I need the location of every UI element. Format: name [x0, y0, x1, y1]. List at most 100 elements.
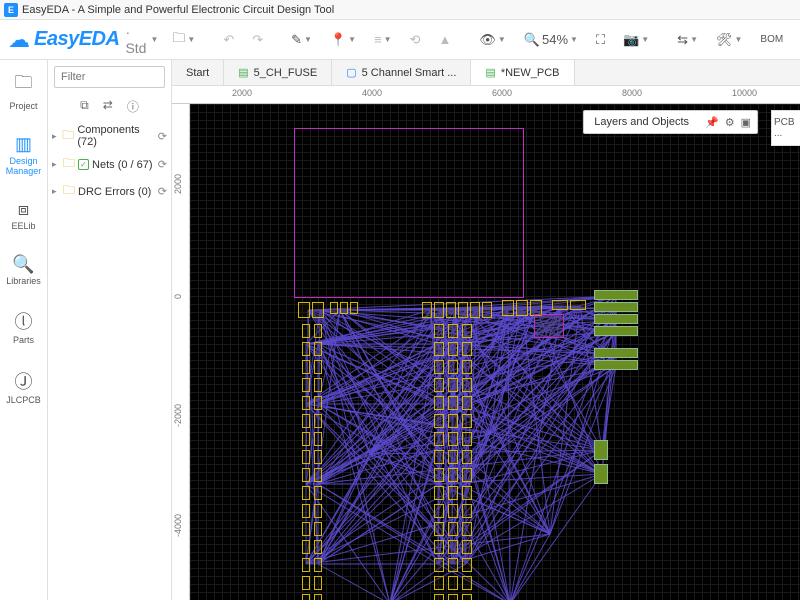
component[interactable]	[462, 504, 472, 518]
component[interactable]	[462, 468, 472, 482]
component[interactable]	[302, 522, 310, 536]
component[interactable]	[462, 324, 472, 338]
component[interactable]	[434, 324, 444, 338]
component[interactable]	[448, 432, 458, 446]
view-icon[interactable]: 👁▼	[475, 30, 509, 50]
component[interactable]	[434, 302, 444, 318]
copy-icon[interactable]: ⧉	[80, 98, 89, 115]
rail-item-parts[interactable]: ⓛParts	[0, 304, 47, 350]
component[interactable]	[314, 432, 322, 446]
component[interactable]	[448, 360, 458, 374]
component[interactable]	[314, 360, 322, 374]
component[interactable]	[448, 594, 458, 600]
pin-icon[interactable]: 📌	[705, 116, 719, 129]
rail-item-project[interactable]: 🗀Project	[0, 66, 47, 116]
refresh-icon[interactable]: ⟳	[158, 185, 167, 198]
component[interactable]	[448, 378, 458, 392]
component[interactable]	[434, 468, 444, 482]
component[interactable]	[458, 302, 468, 318]
zoom-icon[interactable]: 🔍 54%▼	[520, 30, 582, 50]
tree-row[interactable]: ▸ 🗀 Components (72) ⟳	[52, 121, 167, 151]
component[interactable]	[462, 522, 472, 536]
tab[interactable]: ▤5_CH_FUSE	[224, 60, 332, 85]
component[interactable]	[462, 360, 472, 374]
component[interactable]	[302, 558, 310, 572]
component[interactable]	[594, 440, 608, 460]
component[interactable]	[462, 378, 472, 392]
component[interactable]	[434, 594, 444, 600]
rotate-icon[interactable]: ⟲	[406, 30, 425, 50]
component[interactable]	[448, 396, 458, 410]
component[interactable]	[314, 414, 322, 428]
component[interactable]	[448, 486, 458, 500]
tree-row[interactable]: ▸ 🗀 ✓ Nets (0 / 67) ⟳	[52, 151, 167, 178]
tab[interactable]: Start	[172, 60, 224, 85]
component[interactable]	[302, 324, 310, 338]
component[interactable]	[446, 302, 456, 318]
component[interactable]	[502, 300, 514, 316]
component[interactable]	[302, 342, 310, 356]
component[interactable]	[314, 378, 322, 392]
component[interactable]	[594, 314, 638, 324]
component[interactable]	[482, 302, 492, 318]
component[interactable]	[594, 326, 638, 336]
component[interactable]	[434, 558, 444, 572]
component[interactable]	[448, 342, 458, 356]
component[interactable]	[594, 464, 608, 484]
component[interactable]	[314, 396, 322, 410]
fit-screen-icon[interactable]: ⛶	[592, 30, 609, 50]
pencil-icon[interactable]: ✎▼	[287, 30, 316, 50]
component[interactable]	[434, 432, 444, 446]
component[interactable]	[470, 302, 480, 318]
component[interactable]	[448, 324, 458, 338]
component[interactable]	[462, 450, 472, 464]
component[interactable]	[302, 468, 310, 482]
expand-icon[interactable]: ▸	[52, 186, 60, 197]
wizard-icon[interactable]: ▲	[434, 30, 455, 49]
component[interactable]	[462, 414, 472, 428]
tab[interactable]: ▢5 Channel Smart ...	[332, 60, 471, 85]
info-icon[interactable]: ⓘ	[127, 98, 139, 115]
component[interactable]	[434, 342, 444, 356]
layers-panel[interactable]: Layers and Objects 📌 ⚙ ▣	[583, 110, 758, 134]
component[interactable]	[448, 468, 458, 482]
component[interactable]	[314, 558, 322, 572]
component[interactable]	[448, 558, 458, 572]
component[interactable]	[534, 314, 564, 338]
refresh-icon[interactable]: ⟳	[158, 158, 167, 171]
link-icon[interactable]: ⇄	[103, 98, 113, 115]
refresh-icon[interactable]: ⟳	[158, 130, 167, 143]
component[interactable]	[302, 450, 310, 464]
checkbox-icon[interactable]: ✓	[78, 159, 89, 170]
component[interactable]	[302, 486, 310, 500]
component[interactable]	[462, 432, 472, 446]
tab[interactable]: ▤*NEW_PCB	[471, 60, 574, 85]
component[interactable]	[552, 300, 568, 310]
component[interactable]	[340, 302, 348, 314]
component[interactable]	[462, 576, 472, 590]
rail-item-libraries[interactable]: 🔍Libraries	[0, 250, 47, 291]
component[interactable]	[314, 576, 322, 590]
gear-icon[interactable]: ⚙	[725, 116, 735, 129]
component[interactable]	[302, 414, 310, 428]
component[interactable]	[314, 324, 322, 338]
component[interactable]	[434, 486, 444, 500]
redo-icon[interactable]: ↷	[248, 30, 267, 50]
component[interactable]	[330, 302, 338, 314]
component[interactable]	[462, 342, 472, 356]
component[interactable]	[462, 486, 472, 500]
component[interactable]	[462, 540, 472, 554]
brand-menu-caret[interactable]: ▼	[150, 35, 158, 44]
component[interactable]	[434, 504, 444, 518]
component[interactable]	[462, 594, 472, 600]
undo-icon[interactable]: ↶	[219, 30, 238, 50]
component[interactable]	[302, 594, 310, 600]
tree-row[interactable]: ▸ 🗀 DRC Errors (0) ⟳	[52, 178, 167, 205]
component[interactable]	[448, 540, 458, 554]
align-icon[interactable]: ≡▼	[370, 30, 396, 49]
collapse-icon[interactable]: ▣	[741, 116, 751, 129]
component[interactable]	[594, 348, 638, 358]
component[interactable]	[434, 396, 444, 410]
component[interactable]	[594, 290, 638, 300]
component[interactable]	[298, 302, 310, 318]
